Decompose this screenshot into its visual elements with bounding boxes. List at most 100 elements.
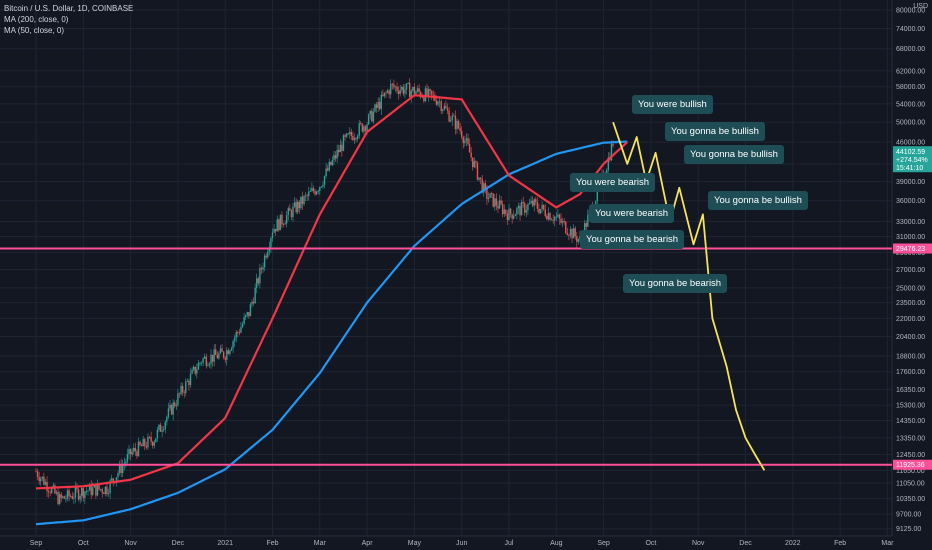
candle-body [421,97,423,98]
candle-body [322,184,324,187]
candle-body [576,236,578,242]
candle-body [81,487,83,496]
annotation-callout[interactable]: You were bearish [589,204,675,223]
support-price-tag [893,459,932,470]
candle-body [571,229,573,239]
candle-body [549,212,551,220]
candle-body [454,115,457,130]
candle-body [232,341,234,349]
candle-body [498,200,501,209]
candle-body [399,89,401,94]
candle-body [106,486,108,495]
candle-body [109,480,111,494]
candle-body [610,143,613,161]
x-tick-label: Jul [505,540,514,547]
candle-body [35,471,37,473]
y-tick-label: 46000.00 [896,140,925,147]
candle-body [117,472,119,478]
candle-body [303,196,305,205]
candle-body [483,183,485,193]
candle-body [230,348,233,351]
candle-body [344,135,346,137]
candle-body [494,198,496,207]
annotation-callout[interactable]: You were bullish [632,95,713,114]
candle-body [57,492,59,504]
candle-body [191,369,193,374]
candle-body [396,86,398,91]
candle-body [508,208,510,221]
y-tick-label: 31000.00 [896,234,925,241]
candle-body [528,203,531,205]
candle-body [134,447,137,452]
x-tick-label: Oct [78,540,89,547]
candle-body [446,108,449,111]
candle-body [418,88,420,92]
candle-body [449,120,452,122]
candle-body [46,481,48,492]
y-tick-label: 50000.00 [896,120,925,127]
candle-body [270,238,272,248]
candle-body [574,228,576,237]
y-tick-label: 80000.00 [896,7,925,14]
annotation-callout[interactable]: You gonna be bearish [580,230,685,249]
candle-body [448,110,450,122]
candle-body [361,123,364,132]
candle-body [131,451,133,455]
candle-body [192,366,195,370]
y-tick-label: 11050.00 [896,480,925,487]
candle-body [438,101,441,103]
candle-body [301,196,304,205]
candle-body [606,170,608,176]
candle-body [314,191,316,195]
candle-body [326,168,329,171]
candle-body [432,94,435,96]
annotation-callout[interactable]: You gonna be bullish [665,122,765,141]
candle-body [546,216,548,220]
candle-body [251,301,253,305]
y-tick-label: 16350.00 [896,387,925,394]
candle-body [202,358,204,363]
candle-body [475,161,477,163]
candle-body [279,214,282,231]
candle-body [183,392,185,394]
candle-body [424,88,427,102]
candle-body [366,124,368,131]
y-tick-label: 15300.00 [896,403,925,410]
last-price-text: 44102.59 [896,149,925,156]
candle-body [40,478,42,482]
price-axis[interactable] [892,0,932,550]
annotation-callout[interactable]: You were bearish [570,173,656,192]
candle-body [126,454,129,462]
candle-body [437,101,439,105]
y-tick-label: 36000.00 [896,198,925,205]
candle-body [563,221,565,222]
candle-body [319,186,321,192]
candle-body [382,94,384,97]
annotation-callout[interactable]: You gonna be bearish [623,274,728,293]
y-tick-label: 33000.00 [896,219,925,226]
support-price-tag [893,243,932,254]
candle-body [244,315,247,318]
annotation-callout[interactable]: You gonna be bullish [684,145,784,164]
candle-body [569,229,572,236]
candle-body [205,356,207,366]
candle-body [527,204,529,211]
candle-body [276,219,278,232]
candle-body [125,461,127,464]
ma200-line [35,140,628,526]
candle-body [393,84,395,88]
candle-body [96,484,99,496]
x-tick-label: Mar [881,540,894,547]
candle-body [412,86,414,91]
candle-body [353,138,356,141]
candle-body [539,208,542,214]
candle-body [44,481,47,485]
candle-body [76,487,78,490]
candle-body [229,350,231,355]
candle-body [210,354,212,364]
annotation-callout[interactable]: You gonna be bullish [708,191,808,210]
candle-body [561,221,564,223]
candle-body [503,209,505,215]
